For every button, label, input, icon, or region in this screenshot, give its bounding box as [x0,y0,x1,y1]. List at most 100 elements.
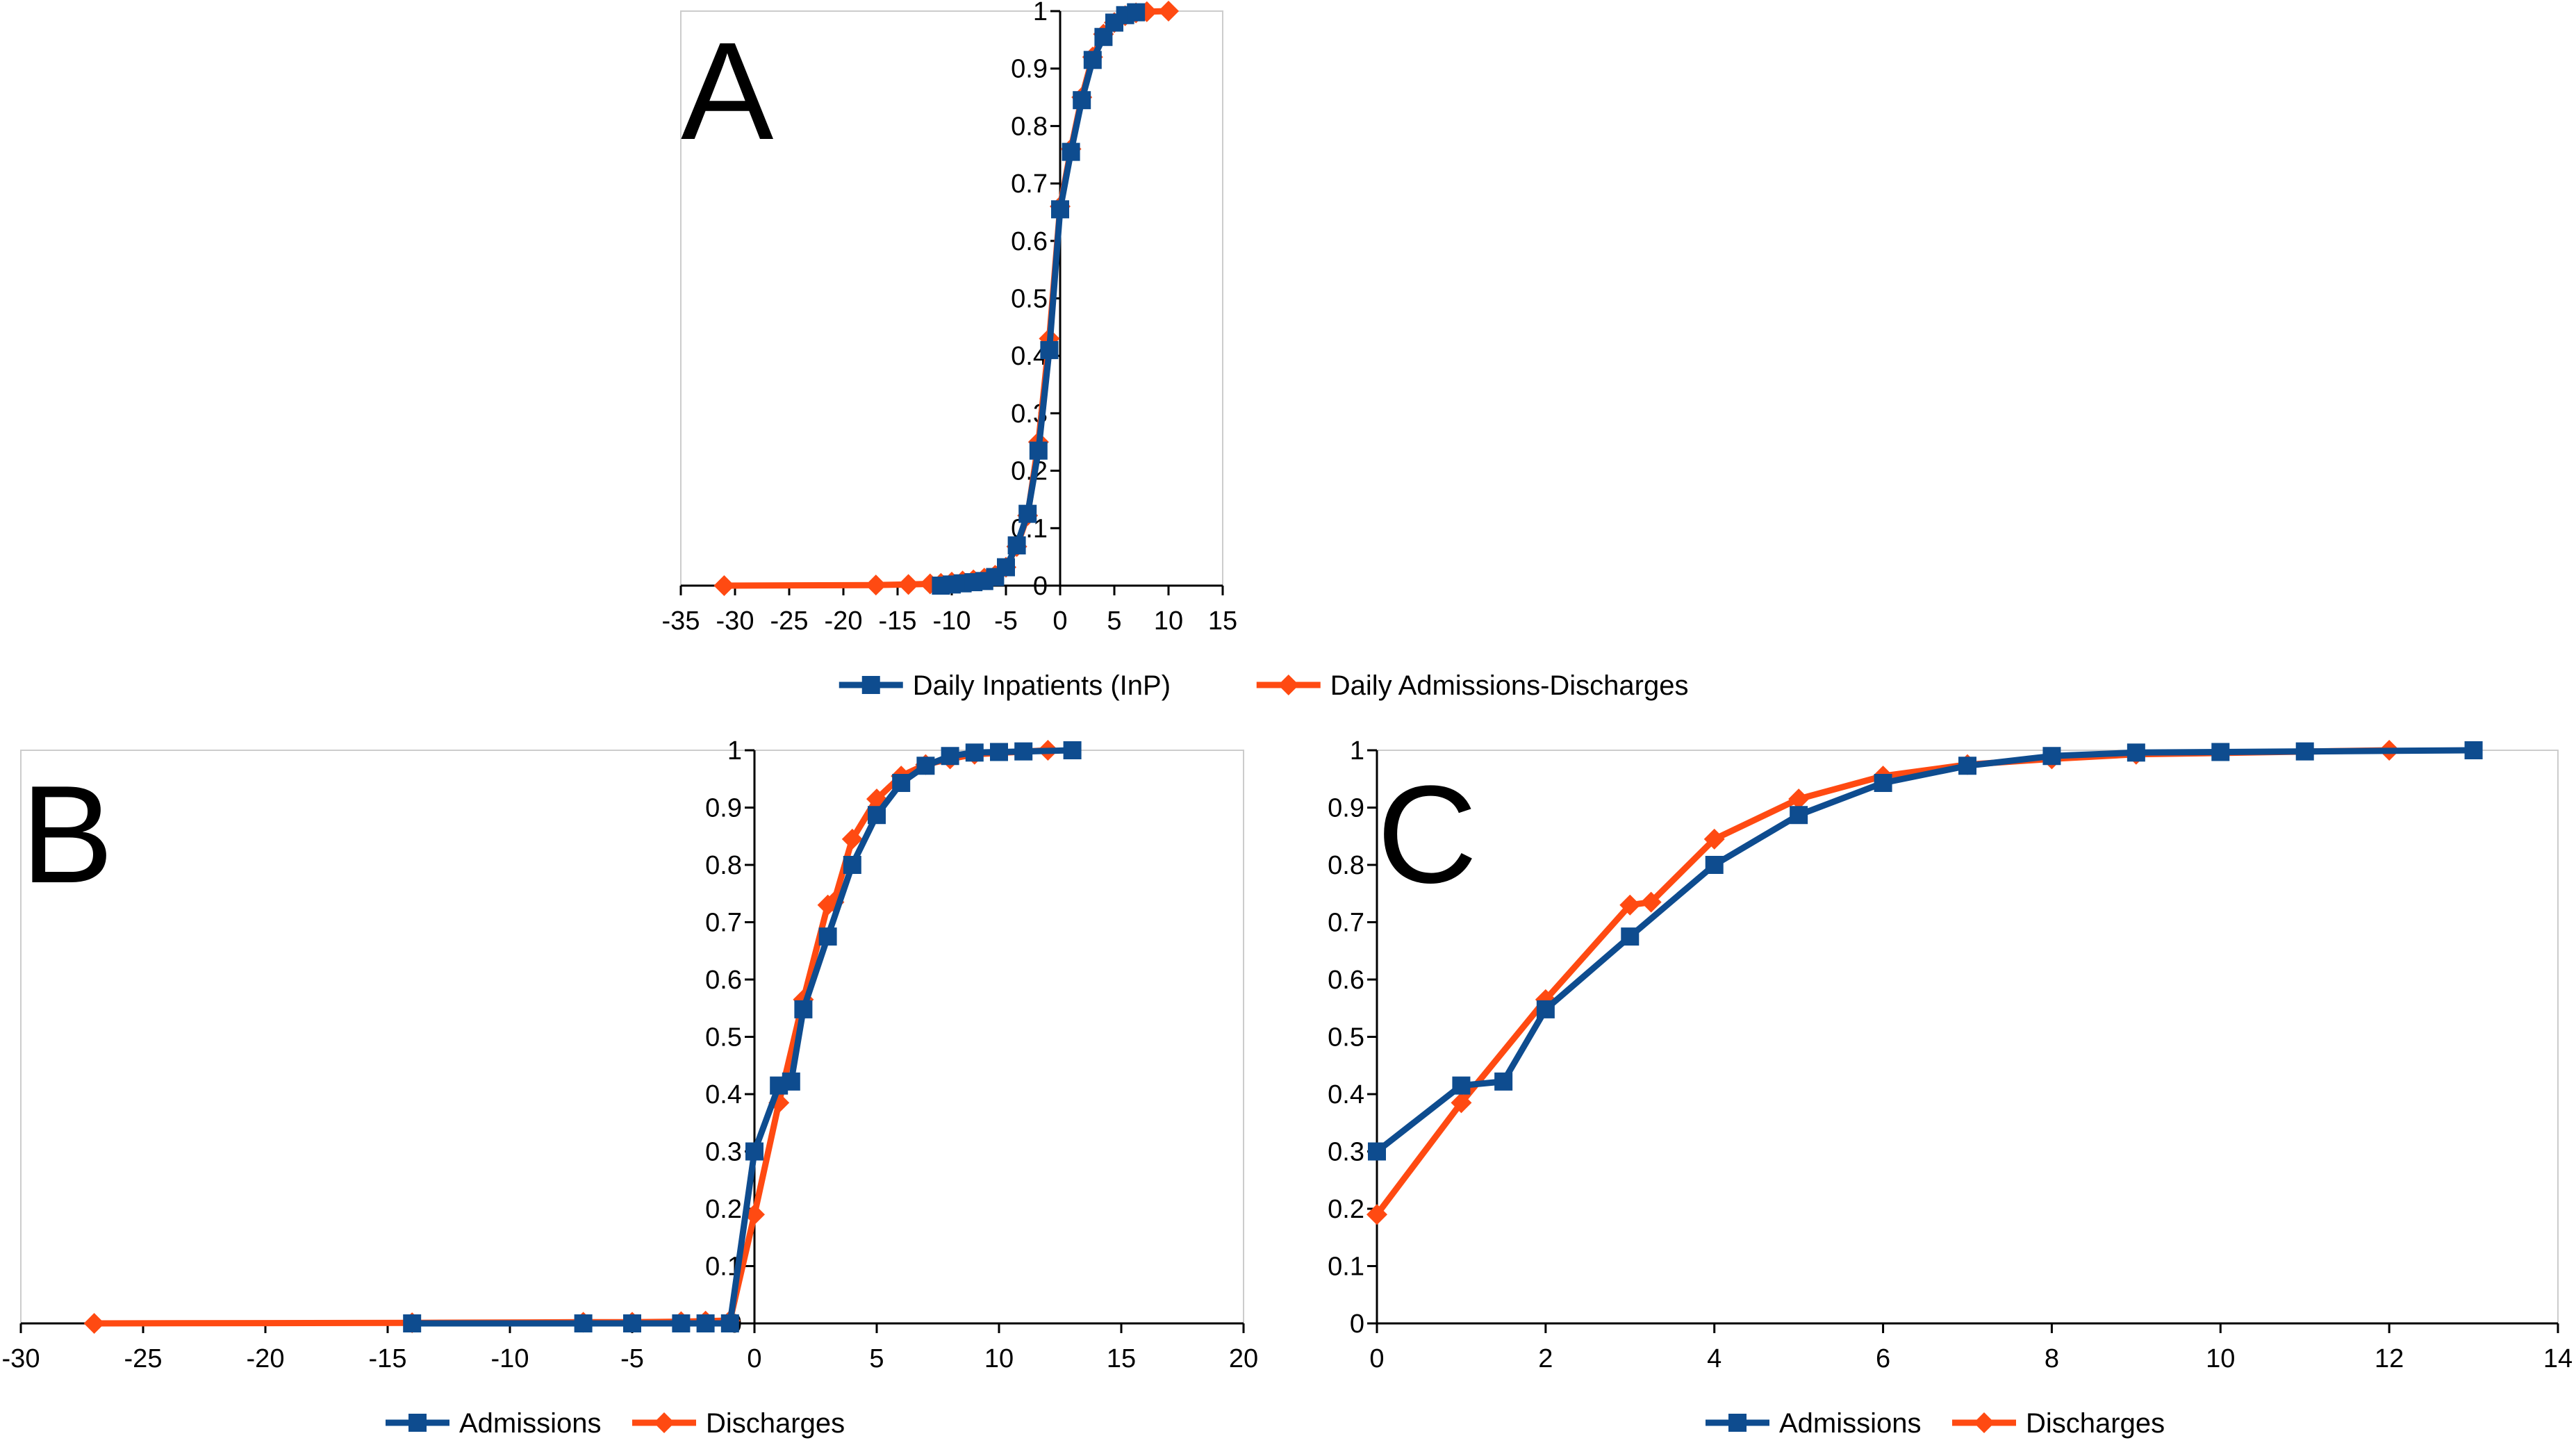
data-point [941,747,959,766]
y-tick-label: 0.6 [1328,966,1364,995]
y-tick-label: 0.4 [705,1080,742,1109]
data-point [868,806,886,825]
legend-marker [861,676,880,694]
x-tick-label: 0 [1369,1344,1384,1373]
y-tick-label: 0.9 [1328,794,1364,823]
y-tick-label: 1 [1350,736,1364,766]
x-tick-label: 10 [984,1344,1014,1373]
chart-a: 00.10.20.30.40.50.60.70.80.91-35 -30 -25 -2… [662,0,1689,701]
panel-label: C [1377,757,1477,912]
data-point [1640,891,1662,913]
series-daily-inpatients-inp [932,3,1146,595]
y-tick-label: 0.9 [1011,55,1048,84]
data-point [865,575,886,596]
x-tick-label: 0 [1052,606,1067,636]
x-tick-label: -10 [491,1344,529,1373]
x-tick-label: -20 [247,1344,285,1373]
data-point [1040,340,1059,359]
data-point [83,1313,105,1334]
data-point [1018,504,1037,523]
data-point [1051,200,1069,219]
data-point [818,927,837,946]
data-point [1452,1076,1471,1095]
x-tick-label: -5 [620,1344,644,1373]
legend-item: Discharges [1952,1408,2165,1439]
legend-label: Daily Inpatients (InP) [913,670,1171,701]
plot-frame [20,750,1244,1324]
data-point [1958,757,1976,775]
y-tick-label: 0.1 [1328,1253,1364,1282]
legend-label: Daily Admissions-Discharges [1330,670,1689,701]
y-tick-label: 0 [1350,1310,1364,1339]
legend: Admissions Discharges [1706,1408,2165,1439]
data-point [1158,1,1179,22]
data-point [403,1314,422,1332]
legend-label: Discharges [706,1408,845,1439]
data-point [672,1314,691,1332]
panel-label: B [21,757,113,912]
legend-item: Admissions [1706,1408,1922,1439]
x-tick-label: 4 [1707,1344,1722,1373]
series-line [412,747,1073,1327]
data-point [1536,1000,1555,1018]
data-point [794,1000,813,1018]
x-tick-label: 15 [1208,606,1237,636]
y-tick-label: 0.6 [1011,227,1048,256]
series-line [724,8,1169,589]
x-tick-label: 10 [2206,1344,2235,1373]
data-point [1073,91,1091,110]
legend-label: Admissions [459,1408,602,1439]
data-point [2042,747,2061,766]
data-point [1062,142,1080,161]
data-point [745,1142,763,1161]
data-point [1083,51,1102,69]
data-point [1007,536,1026,555]
legend-label: Discharges [2026,1408,2165,1439]
data-point [892,774,911,793]
x-tick-label: -10 [933,606,971,636]
series-daily-admissions-discharges [713,1,1179,596]
legend-marker [654,1412,675,1433]
data-point [1014,742,1033,761]
legend-marker [408,1414,427,1432]
chart-c: 00.10.20.30.40.50.60.70.80.910 2 4 6 8 10 12 14… [1328,736,2573,1439]
data-point [1703,828,1725,850]
x-tick-label: -30 [2,1344,40,1373]
x-tick-label: -15 [879,606,917,636]
x-tick-label: -5 [994,606,1018,636]
data-point [2211,743,2230,761]
data-point [1621,927,1640,946]
x-tick-label: 2 [1538,1344,1553,1373]
y-tick-label: 0.6 [705,966,742,995]
series-admissions [1368,741,2483,1161]
y-tick-label: 0.7 [1011,170,1048,199]
x-tick-label: -30 [716,606,754,636]
legend-item: Discharges [632,1408,845,1439]
series-line [1375,747,2474,1155]
x-tick-label: 12 [2375,1344,2404,1373]
y-tick-label: 1 [1033,0,1048,26]
data-point [1619,894,1641,916]
legend-marker [1974,1412,1995,1433]
data-point [696,1314,715,1332]
series-discharges [1367,740,2400,1225]
x-tick-label: 20 [1229,1344,1258,1373]
y-tick-label: 0.7 [1328,909,1364,938]
y-tick-label: 0.5 [1328,1023,1364,1052]
legend-item: Admissions [386,1408,602,1439]
y-tick-label: 0.5 [705,1023,742,1052]
data-point [1705,856,1724,874]
data-point [720,1314,739,1332]
data-point [574,1314,593,1332]
x-tick-label: -35 [662,606,700,636]
x-tick-label: -25 [124,1344,163,1373]
data-point [1127,3,1146,22]
data-point [1494,1072,1513,1091]
x-tick-label: 10 [1154,606,1183,636]
data-point [1063,741,1082,759]
series-line [94,747,1048,1327]
x-tick-label: 6 [1876,1344,1890,1373]
data-point [898,574,919,595]
data-point [1029,441,1048,460]
